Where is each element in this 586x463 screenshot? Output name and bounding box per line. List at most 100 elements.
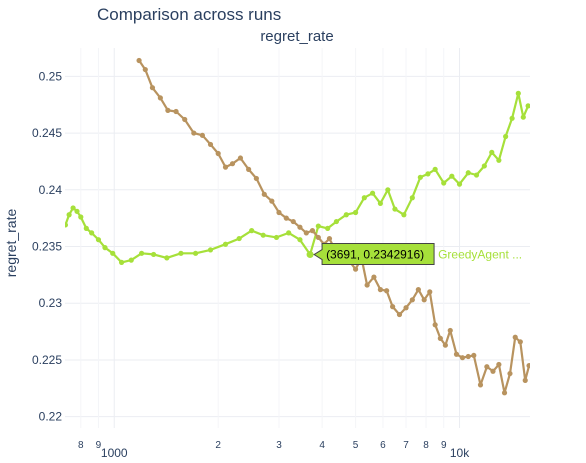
data-point[interactable] [496,361,502,368]
data-point[interactable] [191,130,197,136]
data-point[interactable] [396,311,403,318]
data-point[interactable] [89,230,95,236]
data-point[interactable] [66,212,72,218]
data-point[interactable] [421,297,427,303]
data-point[interactable] [465,353,471,360]
data-point[interactable] [182,116,188,123]
data-point[interactable] [352,209,359,216]
data-point[interactable] [517,339,523,345]
data-point[interactable] [409,297,415,303]
data-point[interactable] [515,90,521,96]
data-point[interactable] [352,266,359,272]
data-point[interactable] [403,305,409,311]
data-point[interactable] [392,206,398,212]
data-point[interactable] [512,334,518,340]
data-point[interactable] [253,175,259,182]
data-point[interactable] [489,149,495,155]
data-point[interactable] [276,209,282,216]
data-point[interactable] [110,250,116,256]
data-point[interactable] [165,107,171,113]
data-point[interactable] [481,163,487,169]
data-point[interactable] [525,103,531,109]
data-point[interactable] [401,212,407,218]
data-point[interactable] [417,174,423,180]
data-point[interactable] [237,155,244,161]
data-point[interactable] [261,191,267,197]
data-point[interactable] [441,180,447,186]
data-point[interactable] [477,382,484,388]
data-point[interactable] [83,225,89,231]
data-point[interactable] [207,247,214,253]
data-point[interactable] [128,257,134,263]
data-point[interactable] [315,234,321,241]
data-point[interactable] [246,166,252,172]
data-point[interactable] [503,133,509,140]
data-point[interactable] [415,287,421,293]
data-point[interactable] [425,171,431,177]
data-point[interactable] [150,251,157,258]
data-point[interactable] [522,377,528,383]
data-point[interactable] [297,237,303,243]
data-point[interactable] [178,250,184,256]
data-point[interactable] [164,255,170,261]
data-point[interactable] [333,218,340,225]
data-point[interactable] [286,230,292,236]
data-point[interactable] [326,235,333,242]
data-point[interactable] [102,245,108,251]
data-point[interactable] [249,228,255,234]
data-point[interactable] [459,355,466,361]
data-point[interactable] [118,259,125,265]
data-point[interactable] [501,390,508,396]
data-point[interactable] [222,164,229,170]
data-point[interactable] [229,161,236,167]
data-point[interactable] [490,368,496,374]
data-point[interactable] [377,287,384,293]
data-point[interactable] [427,289,433,295]
data-point[interactable] [222,241,229,247]
data-point[interactable] [390,304,396,310]
data-point[interactable] [74,208,80,214]
data-point[interactable] [269,198,275,204]
data-point[interactable] [509,115,515,121]
data-point[interactable] [173,108,179,115]
data-point[interactable] [297,224,303,230]
data-point[interactable] [371,274,377,280]
data-point[interactable] [325,225,331,231]
data-point[interactable] [385,187,391,193]
data-point[interactable] [236,235,242,242]
data-point[interactable] [290,218,296,225]
data-point[interactable] [437,335,443,341]
data-point[interactable] [78,214,84,220]
data-point[interactable] [343,212,349,218]
data-point[interactable] [157,95,163,101]
data-point[interactable] [199,132,205,138]
data-point[interactable] [432,322,438,328]
data-point[interactable] [369,190,376,196]
data-point[interactable] [309,228,316,234]
data-point[interactable] [456,181,463,187]
data-point[interactable] [507,370,513,377]
data-point[interactable] [496,157,502,163]
data-point[interactable] [465,170,471,176]
data-point[interactable] [520,114,526,120]
data-point[interactable] [377,200,384,207]
data-point[interactable] [142,66,148,73]
data-point[interactable] [409,195,415,201]
data-point[interactable] [449,173,455,179]
data-point[interactable] [260,232,266,238]
data-point[interactable] [207,141,214,148]
data-point[interactable] [384,288,390,294]
data-point[interactable] [303,230,309,236]
data-point[interactable] [70,205,76,211]
data-point[interactable] [63,222,69,228]
data-point[interactable] [453,351,460,357]
data-point[interactable] [95,237,102,243]
data-point[interactable] [215,150,221,157]
data-point[interactable] [315,223,321,229]
data-point[interactable] [473,172,480,178]
data-point[interactable] [283,215,289,221]
data-point[interactable] [136,57,142,64]
data-point[interactable] [192,250,199,256]
data-point[interactable] [138,250,145,256]
data-point[interactable] [526,363,531,369]
